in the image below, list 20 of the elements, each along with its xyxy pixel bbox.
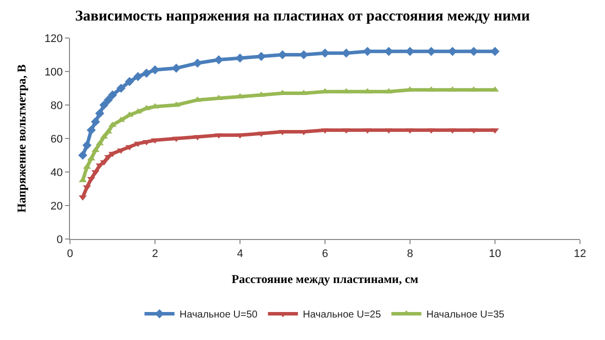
- y-tick-label: 40: [50, 166, 63, 179]
- y-tick-label: 120: [44, 32, 63, 45]
- legend-label: Начальное U=35: [426, 310, 505, 321]
- chart-title: Зависимость напряжения на пластинах от расстояния между ними: [75, 8, 530, 25]
- legend-label: Начальное U=25: [302, 310, 382, 321]
- y-tick-label: 100: [44, 66, 63, 78]
- x-tick-label: 12: [574, 248, 586, 260]
- y-tick-label: 20: [50, 200, 63, 212]
- legend-label: Начальное U=50: [180, 310, 258, 321]
- x-axis-title: Расстояние между пластинами, см: [232, 272, 418, 286]
- y-tick-label: 60: [50, 133, 63, 146]
- x-tick-label: 6: [322, 248, 328, 260]
- y-tick-label: 0: [56, 234, 63, 246]
- x-tick-label: 4: [236, 248, 244, 260]
- x-tick-label: 10: [488, 248, 502, 260]
- y-axis-title: Напряжение вольтметра, В: [14, 64, 29, 213]
- x-tick-label: 0: [66, 248, 74, 260]
- y-tick-label: 80: [50, 100, 63, 112]
- x-tick-label: 8: [406, 248, 414, 260]
- x-tick-label: 2: [152, 248, 158, 260]
